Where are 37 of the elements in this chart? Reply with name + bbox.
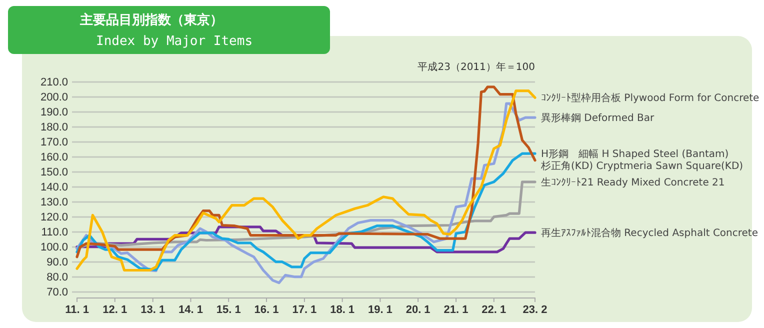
x-tick-label: 11. 1	[65, 304, 89, 316]
series-label: 杉正角(KD) Cryptmeria Sawn Square(KD)	[540, 160, 744, 172]
x-tick-label: 19. 1	[368, 304, 392, 316]
x-tick-label: 23. 2	[522, 304, 548, 316]
x-tick-label: 14. 1	[178, 304, 203, 316]
series-label: 再生ｱｽﾌｧﾙﾄ混合物 Recycled Asphalt Concrete	[541, 227, 758, 240]
y-tick-label: 80.0	[46, 272, 68, 284]
y-tick-label: 150.0	[40, 166, 68, 179]
y-tick-label: 100.0	[40, 242, 68, 254]
chart-title: 主要品目別指数（東京）	[79, 12, 223, 28]
text: 平成23（2011）年＝100	[418, 61, 535, 73]
y-tick-label: 120.0	[40, 212, 68, 224]
y-tick-label: 130.0	[40, 196, 68, 209]
y-tick-label: 110.0	[41, 226, 68, 239]
x-tick-label: 18. 1	[330, 304, 355, 316]
y-tick-label: 180.0	[40, 122, 68, 134]
x-tick-label: 17. 1	[292, 304, 317, 316]
y-tick-label: 140.0	[40, 182, 68, 194]
series-label: H形鋼 細幅 H Shaped Steel (Bantam)	[541, 148, 729, 160]
series-label: 異形棒鋼 Deformed Bar	[541, 112, 656, 124]
y-tick-label: 190.0	[40, 106, 68, 119]
x-tick-label: 16. 1	[254, 304, 279, 316]
x-tick-label: 12. 1	[102, 304, 128, 316]
chart-subtitle: Index by Major Items	[96, 34, 253, 49]
x-tick-label: 13. 1	[140, 304, 166, 316]
series-label: 生ｺﾝｸﾘｰﾄ21 Ready Mixed Concrete 21	[541, 176, 725, 188]
y-tick-label: 200.0	[40, 92, 68, 104]
x-tick-label: 21. 1	[444, 304, 468, 316]
x-tick-label: 22. 1	[482, 304, 506, 316]
y-tick-label: 210.0	[40, 76, 68, 89]
y-tick-label: 90.0	[46, 256, 68, 269]
x-tick-label: 20. 1	[406, 304, 430, 316]
x-tick-label: 15. 1	[216, 304, 241, 316]
y-tick-label: 70.0	[46, 286, 68, 299]
y-tick-label: 160.0	[40, 152, 68, 164]
series-label: ｺﾝｸﾘｰﾄ型枠用合板 Plywood Form for Concrete	[541, 92, 760, 104]
y-tick-label: 170.0	[40, 136, 68, 149]
